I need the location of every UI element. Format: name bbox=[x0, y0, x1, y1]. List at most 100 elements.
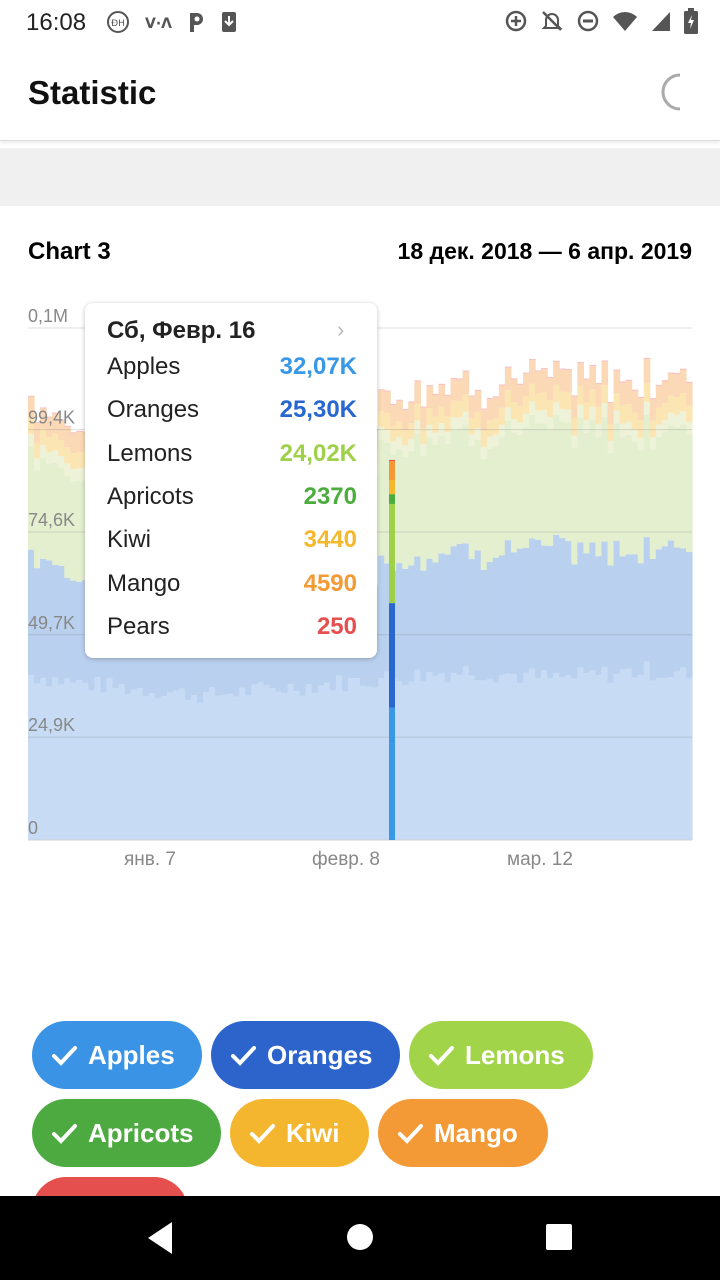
area-segment-apples bbox=[504, 673, 512, 840]
home-icon[interactable] bbox=[346, 1223, 374, 1251]
recents-icon[interactable] bbox=[545, 1223, 573, 1251]
area-segment-pears bbox=[667, 372, 675, 374]
area-segment-kiwi bbox=[486, 420, 494, 437]
area-segment-apricots bbox=[444, 432, 452, 444]
area-segment-oranges bbox=[215, 631, 222, 696]
area-segment-apples bbox=[685, 677, 693, 840]
area-segment-kiwi bbox=[64, 447, 71, 464]
area-segment-pears bbox=[34, 422, 41, 424]
area-segment-mango bbox=[613, 370, 621, 394]
area-segment-oranges bbox=[64, 577, 71, 679]
area-segment-apples bbox=[172, 690, 180, 840]
tooltip-series-name: Apricots bbox=[107, 482, 194, 510]
area-segment-apples bbox=[571, 678, 578, 840]
area-segment-apples bbox=[136, 688, 144, 840]
area-segment-oranges bbox=[595, 556, 603, 676]
area-segment-mango bbox=[480, 409, 488, 431]
area-segment-apricots bbox=[583, 419, 590, 433]
area-segment-apples bbox=[462, 666, 470, 840]
svg-text:ÐH: ÐH bbox=[111, 19, 125, 29]
chart-date-range: 18 дек. 2018 — 6 апр. 2019 bbox=[397, 238, 692, 264]
area-segment-apples bbox=[378, 678, 385, 840]
area-segment-oranges bbox=[221, 627, 228, 695]
area-segment-mango bbox=[547, 378, 554, 401]
area-segment-lemons bbox=[456, 429, 464, 544]
area-segment-oranges bbox=[456, 543, 464, 675]
selected-bar bbox=[389, 459, 395, 840]
area-segment-apricots bbox=[643, 401, 651, 416]
area-segment-oranges bbox=[52, 564, 59, 678]
area-segment-pears bbox=[474, 389, 482, 392]
area-segment-oranges bbox=[28, 549, 35, 676]
area-segment-apples bbox=[94, 677, 102, 840]
area-segment-oranges bbox=[565, 541, 572, 676]
data-tooltip[interactable]: Сб, Февр. 16 › Apples 32,07K Oranges 25,30K… bbox=[85, 303, 377, 658]
back-icon[interactable] bbox=[144, 1220, 176, 1256]
area-segment-apples bbox=[70, 682, 77, 840]
selected-segment-kiwi bbox=[389, 479, 395, 495]
area-segment-mango bbox=[432, 395, 440, 417]
night-mode-icon[interactable] bbox=[660, 72, 696, 112]
area-segment-kiwi bbox=[28, 417, 35, 435]
area-segment-apricots bbox=[595, 423, 603, 437]
area-segment-apricots bbox=[504, 407, 512, 421]
area-segment-oranges bbox=[637, 563, 645, 675]
area-segment-apricots bbox=[28, 434, 35, 447]
battery-icon bbox=[684, 8, 698, 34]
area-segment-apricots bbox=[613, 410, 621, 424]
area-segment-kiwi bbox=[643, 383, 651, 402]
area-segment-oranges bbox=[492, 557, 500, 683]
area-segment-apples bbox=[239, 687, 246, 840]
area-segment-oranges bbox=[414, 556, 421, 670]
area-segment-pears bbox=[631, 389, 639, 391]
y-tick-label: 99,4K bbox=[28, 408, 75, 428]
area-segment-oranges bbox=[619, 556, 627, 670]
chip-kiwi[interactable]: Kiwi bbox=[230, 1099, 369, 1167]
area-segment-lemons bbox=[559, 421, 566, 539]
chip-apples[interactable]: Apples bbox=[32, 1021, 202, 1089]
area-segment-kiwi bbox=[535, 393, 542, 411]
area-segment-pears bbox=[510, 378, 518, 380]
area-segment-oranges bbox=[601, 541, 609, 667]
page-title: Statistic bbox=[28, 74, 157, 111]
area-segment-mango bbox=[408, 402, 415, 424]
area-segment-apples bbox=[88, 690, 95, 840]
area-segment-apples bbox=[251, 684, 258, 840]
tooltip-series-name: Apples bbox=[107, 353, 181, 380]
do-not-disturb-icon bbox=[577, 10, 599, 32]
area-segment-pears bbox=[402, 409, 409, 411]
main-chart[interactable]: 0 24,9K 49,7K 74,6K 99,4K 0,1M янв. 7 февр. 8 м… bbox=[0, 290, 720, 880]
area-segment-apricots bbox=[64, 463, 71, 477]
area-segment-mango bbox=[420, 407, 427, 429]
area-segment-apricots bbox=[535, 410, 542, 424]
area-segment-kiwi bbox=[571, 418, 578, 436]
area-segment-pears bbox=[414, 380, 421, 382]
status-bar: 16:08 ÐH V·Λ bbox=[0, 0, 720, 44]
area-segment-apricots bbox=[58, 455, 65, 469]
area-segment-kiwi bbox=[601, 385, 609, 404]
area-segment-pears bbox=[58, 419, 65, 421]
area-segment-apples bbox=[124, 694, 132, 840]
area-segment-mango bbox=[535, 371, 542, 394]
chip-lemons[interactable]: Lemons bbox=[409, 1021, 593, 1089]
area-segment-lemons bbox=[408, 450, 415, 566]
area-segment-mango bbox=[571, 396, 578, 419]
area-segment-apricots bbox=[46, 452, 53, 465]
chip-apricots[interactable]: Apricots bbox=[32, 1099, 221, 1167]
area-segment-apples bbox=[76, 680, 83, 840]
area-segment-mango bbox=[456, 379, 464, 401]
area-segment-apricots bbox=[565, 409, 572, 423]
area-segment-apricots bbox=[559, 408, 566, 422]
area-segment-apples bbox=[329, 690, 337, 840]
tooltip-row: Apples 32,07K bbox=[107, 353, 357, 383]
tooltip-series-value: 24,02K bbox=[279, 439, 357, 467]
chip-oranges[interactable]: Oranges bbox=[211, 1021, 400, 1089]
area-segment-apples bbox=[414, 669, 421, 840]
chip-mango[interactable]: Mango bbox=[378, 1099, 548, 1167]
tooltip-series-value: 250 bbox=[316, 612, 357, 640]
chevron-right-icon[interactable]: › bbox=[337, 317, 345, 342]
area-segment-pears bbox=[40, 407, 47, 409]
area-segment-lemons bbox=[589, 419, 597, 543]
area-segment-oranges bbox=[233, 639, 240, 697]
area-segment-kiwi bbox=[553, 384, 560, 403]
